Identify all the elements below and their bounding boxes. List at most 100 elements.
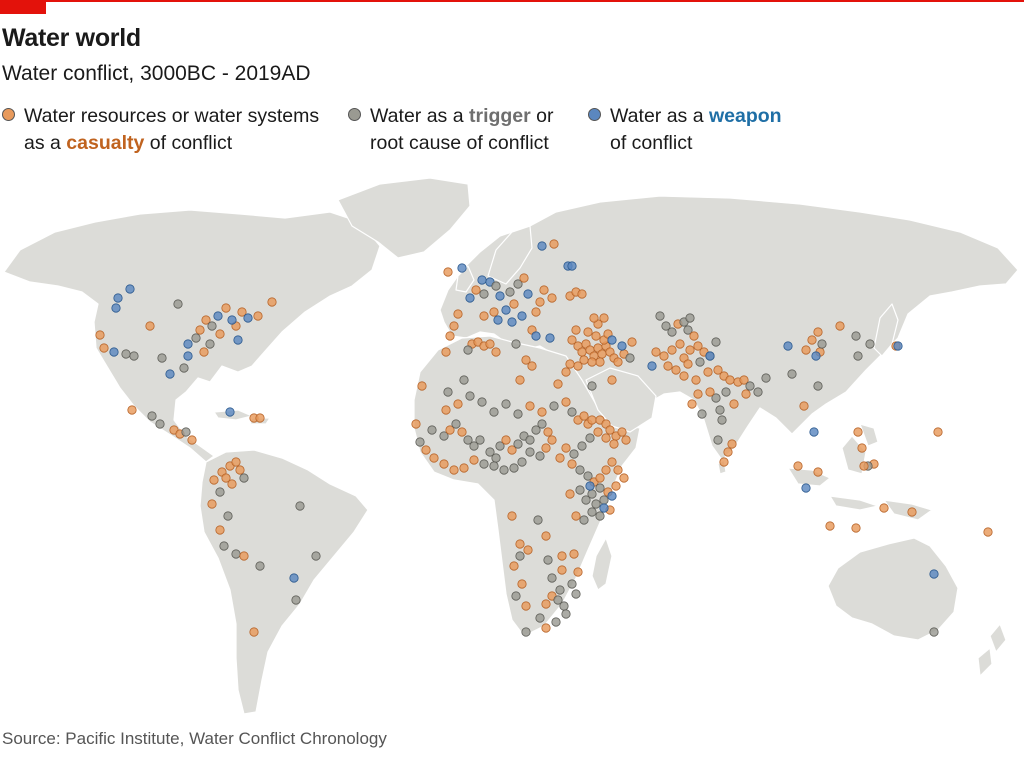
casualty-point	[727, 439, 737, 449]
trigger-point	[813, 381, 823, 391]
weapon-point	[233, 335, 243, 345]
trigger-point	[173, 299, 183, 309]
weapon-point	[531, 331, 541, 341]
trigger-point	[533, 515, 543, 525]
casualty-point	[249, 627, 259, 637]
weapon-point	[517, 311, 527, 321]
casualty-point	[571, 325, 581, 335]
casualty-point	[589, 313, 599, 323]
trigger-point	[577, 441, 587, 451]
trigger-point	[465, 391, 475, 401]
casualty-point	[187, 435, 197, 445]
weapon-point	[243, 313, 253, 323]
trigger-point	[711, 337, 721, 347]
casualty-point	[663, 361, 673, 371]
legend-casualty: Water resources or water systems as a ca…	[2, 103, 319, 157]
trigger-point	[537, 419, 547, 429]
trigger-point	[591, 499, 601, 509]
casualty-point	[853, 427, 863, 437]
casualty-point	[95, 330, 105, 340]
trigger-point	[685, 313, 695, 323]
casualty-point	[571, 511, 581, 521]
trigger-point	[561, 609, 571, 619]
casualty-point	[253, 311, 263, 321]
trigger-point	[513, 409, 523, 419]
casualty-point	[651, 347, 661, 357]
trigger-point	[753, 387, 763, 397]
legend-weapon-highlight: weapon	[708, 105, 782, 127]
casualty-point	[851, 523, 861, 533]
trigger-point	[559, 601, 569, 611]
casualty-point	[471, 285, 481, 295]
trigger-point	[469, 441, 479, 451]
weapon-point	[183, 339, 193, 349]
trigger-point	[495, 441, 505, 451]
casualty-point	[215, 329, 225, 339]
trigger-point	[817, 339, 827, 349]
weapon-point	[929, 569, 939, 579]
trigger-point	[521, 627, 531, 637]
weapon-point	[809, 427, 819, 437]
casualty-point	[683, 359, 693, 369]
casualty-point	[591, 331, 601, 341]
casualty-point	[565, 359, 575, 369]
trigger-point	[525, 435, 535, 445]
trigger-point	[485, 447, 495, 457]
trigger-point	[625, 353, 635, 363]
casualty-point	[199, 347, 209, 357]
trigger-point	[585, 433, 595, 443]
trigger-point	[853, 351, 863, 361]
trigger-point	[121, 349, 131, 359]
legend-weapon-line1: Water as a weapon	[610, 105, 782, 127]
casualty-point	[417, 381, 427, 391]
casualty-point	[561, 367, 571, 377]
trigger-point	[479, 289, 489, 299]
weapon-point	[183, 351, 193, 361]
weapon-point	[457, 263, 467, 273]
casualty-point	[741, 389, 751, 399]
trigger-point	[567, 579, 577, 589]
trigger-point	[715, 405, 725, 415]
casualty-point	[573, 361, 583, 371]
south-america-land	[199, 449, 369, 715]
trigger-point	[717, 415, 727, 425]
casualty-point	[933, 427, 943, 437]
casualty-point	[421, 445, 431, 455]
casualty-point	[725, 375, 735, 385]
trigger-point	[567, 407, 577, 417]
africa-land	[413, 335, 641, 637]
chart-title: Water world	[2, 24, 141, 52]
casualty-point	[607, 375, 617, 385]
casualty-point	[547, 293, 557, 303]
trigger-point	[587, 507, 597, 517]
trigger-point	[475, 435, 485, 445]
casualty-point	[459, 463, 469, 473]
trigger-point	[311, 551, 321, 561]
trigger-point	[129, 351, 139, 361]
legend-casualty-highlight: casualty	[66, 132, 145, 154]
casualty-point	[619, 473, 629, 483]
casualty-point	[239, 551, 249, 561]
casualty-point	[479, 311, 489, 321]
casualty-point	[557, 551, 567, 561]
casualty-point	[469, 455, 479, 465]
casualty-point	[567, 459, 577, 469]
australia-land	[827, 537, 959, 641]
weapon-point	[227, 315, 237, 325]
trigger-point	[575, 485, 585, 495]
casualty-point	[531, 307, 541, 317]
casualty-point	[611, 481, 621, 491]
trigger-point	[535, 451, 545, 461]
casualty-point	[453, 399, 463, 409]
trigger-point	[155, 419, 165, 429]
casualty-point	[593, 427, 603, 437]
casualty-point	[579, 411, 589, 421]
trigger-point	[491, 281, 501, 291]
trigger-point	[489, 407, 499, 417]
trigger-point	[571, 589, 581, 599]
casualty-point	[983, 527, 993, 537]
casualty-point	[507, 511, 517, 521]
casualty-point	[857, 443, 867, 453]
casualty-point	[561, 397, 571, 407]
casualty-point	[613, 465, 623, 475]
